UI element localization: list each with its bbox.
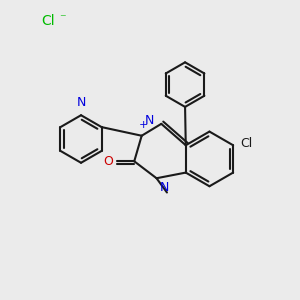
Text: +: + [139,120,148,130]
Text: O: O [103,155,113,168]
Text: N: N [160,181,170,194]
Text: ⁻: ⁻ [59,12,65,25]
Text: N: N [76,96,86,109]
Text: Cl: Cl [241,137,253,150]
Text: N: N [145,114,154,128]
Text: Cl: Cl [41,14,55,28]
